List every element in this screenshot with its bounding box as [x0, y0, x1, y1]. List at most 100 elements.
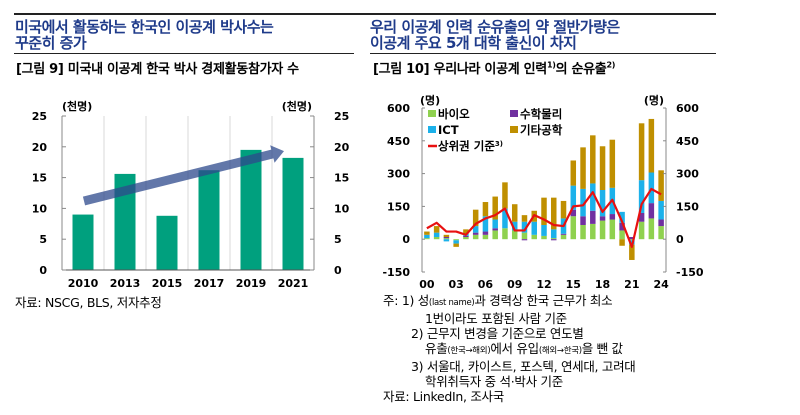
mid-rule-right [370, 53, 716, 54]
bar-ICT-03 [453, 240, 459, 244]
bar-수학물리-07 [492, 228, 498, 231]
bar-바이오-22 [638, 221, 645, 240]
legend-label: 수학물리 [520, 107, 562, 121]
bar-ICT-22 [638, 180, 645, 213]
y-tick-label-left: 5 [39, 233, 47, 246]
mid-rule-left [14, 53, 354, 54]
bar-ICT-18 [599, 190, 606, 217]
bar-바이오-18 [599, 220, 606, 240]
x-tick-label: 24 [653, 278, 669, 288]
bar-ICT-15 [570, 185, 577, 210]
right-unit-label: (천명) [282, 99, 312, 113]
bar-수학물리-23 [648, 203, 655, 219]
x-tick-label: 21 [624, 278, 639, 288]
bar-ICT-05 [472, 226, 479, 233]
bar-기타공학-08 [502, 182, 508, 209]
figure10-title-mid: 의 순유출 [555, 62, 607, 77]
bar-바이오-01 [433, 237, 440, 240]
note-1-line2: 1번이라도 포함된 사람 기준 [425, 311, 567, 326]
bar-바이오-02 [443, 238, 450, 240]
x-tick-label: 03 [449, 278, 464, 288]
note-1-a: 1) 성 [401, 293, 429, 308]
bar-기타공학-06 [482, 202, 489, 217]
bar-기타공학-07 [492, 196, 498, 220]
legend-item-3: 기타공학 [510, 123, 563, 137]
stacked-bars [424, 118, 664, 260]
x-tick-label: 06 [478, 278, 494, 288]
bar-기타공학-04 [463, 229, 469, 234]
y-tick-label-left: 15 [32, 172, 47, 185]
bar-바이오-11 [531, 234, 537, 240]
bar-수학물리-13 [551, 239, 557, 241]
bar-ICT-10 [521, 221, 528, 233]
bar-2010 [72, 214, 94, 270]
bar-기타공학-16 [580, 147, 586, 189]
y-tick-label-left: -150 [382, 266, 410, 279]
bar-바이오-24 [658, 226, 664, 240]
figure10-title: [그림 10] 우리나라 이공계 인력1)의 순유출2) [373, 58, 615, 77]
bar-기타공학-20 [619, 239, 625, 246]
legend-swatch [428, 126, 436, 133]
note-2-line1: 2) 근무지 변경을 기준으로 연도별 [411, 326, 584, 341]
bar-바이오-05 [472, 234, 479, 240]
figure10-source: 자료: LinkedIn, 조사국 [383, 389, 504, 404]
bar-ICT-12 [541, 224, 547, 236]
legend-item-2: ICT [428, 123, 459, 137]
bar-바이오-08 [502, 228, 508, 240]
bar-바이오-19 [609, 219, 616, 240]
bar-ICT-02 [443, 239, 450, 242]
bar-수학물리-15 [570, 209, 577, 217]
bar-바이오-12 [541, 235, 547, 240]
legend-label: 상위권 기준3) [438, 139, 503, 153]
bar-기타공학-03 [453, 243, 459, 247]
bar-수학물리-10 [521, 239, 528, 241]
y-tick-label-right: 20 [334, 141, 350, 154]
bar-바이오-07 [492, 230, 498, 240]
bar-바이오-15 [570, 216, 577, 240]
bar-수학물리-17 [590, 210, 596, 224]
notes-prefix: 주: [383, 293, 399, 308]
legend-label: 바이오 [438, 107, 470, 121]
x-tick-label: 2019 [236, 277, 267, 290]
y-tick-label-left: 10 [32, 202, 48, 215]
bar-바이오-16 [580, 224, 586, 240]
bars [72, 149, 304, 270]
bar-기타공학-09 [511, 204, 518, 222]
right-unit-label: (명) [644, 93, 664, 107]
y-tick-label-left: 150 [387, 200, 410, 213]
bar-ICT-06 [482, 216, 489, 232]
note-2-b: 에서 유입 [490, 341, 539, 356]
note-1: 주: 1) 성(last name)과 경력상 한국 근무가 최소 [383, 293, 636, 311]
bar-바이오-04 [463, 237, 469, 240]
bar-바이오-14 [560, 234, 567, 240]
x-tick-label: 2017 [194, 277, 225, 290]
bar-ICT-09 [511, 221, 518, 231]
y-tick-label-right: 5 [334, 233, 342, 246]
y-tick-label-right: 300 [676, 168, 699, 181]
bar-ICT-11 [531, 221, 537, 235]
left-unit-label: (천명) [62, 99, 92, 113]
left-headline: 미국에서 활동하는 한국인 이공계 박사수는 꾸준히 증가 [15, 19, 274, 51]
bar-수학물리-24 [658, 219, 664, 227]
note-2-line2: 유출(한국→해외)에서 유입(해외→한국)을 뺀 값 [383, 341, 636, 359]
y-tick-label-left: 0 [402, 233, 410, 246]
trend-arrow-shape [82, 145, 284, 206]
y-tick-label-right: 10 [334, 202, 350, 215]
bar-기타공학-00 [424, 231, 430, 235]
bar-기타공학-21 [629, 244, 635, 260]
bar-바이오-13 [551, 238, 557, 240]
bar-기타공학-12 [541, 197, 547, 225]
bar-바이오-03 [453, 239, 459, 241]
right-headline-line2: 이공계 주요 5개 대학 출신이 차지 [370, 34, 577, 52]
legend-swatch [428, 110, 436, 117]
note-1-small: (last name) [428, 298, 475, 308]
bar-수학물리-18 [599, 216, 606, 221]
note-3-line1: 3) 서울대, 카이스트, 포스텍, 연세대, 고려대 [411, 359, 636, 374]
y-tick-label-right: 0 [334, 264, 342, 277]
figure10-notes: 주: 1) 성(last name)과 경력상 한국 근무가 최소 1번이라도 … [383, 293, 636, 404]
note-2-small1: (한국→해외) [447, 346, 491, 356]
y-tick-label-left: 300 [387, 168, 410, 181]
bar-기타공학-05 [472, 209, 479, 227]
axes: 2010 2013 2015 2017 2019 2021 0 0 5 5 10 10 15 15 20 20… [32, 110, 350, 290]
